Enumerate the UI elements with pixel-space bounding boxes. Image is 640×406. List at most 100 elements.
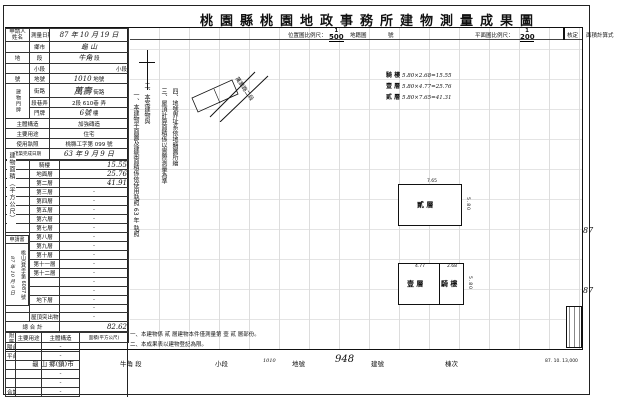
footer-lot: 1010: [263, 358, 276, 364]
plan-scale: 1 200: [520, 28, 535, 42]
subsection: 小段: [49, 63, 130, 74]
floor-row: 第二層 41.91: [5, 178, 129, 188]
floor-name: 騎樓: [29, 160, 60, 170]
calc-line-floor1: 壹 層 5.80×4.77=25.76: [386, 83, 452, 90]
total-label: 總 合 計: [5, 321, 60, 333]
floor1-plan: 壹 層 騎 樓 4.77 2.68 5.80: [398, 263, 472, 305]
area-side-label: 建物面積（平方公尺）: [7, 152, 16, 232]
floor-area: 25.76: [59, 169, 129, 179]
floor-area: 15.55: [59, 160, 129, 170]
floor-row: 第六層 -: [5, 214, 129, 224]
annex-table: 附屬建物主要用途主體構造面積(平方公尺) 陽台-平台----合計-: [5, 332, 129, 397]
applicant-label: 申請人姓名: [4, 28, 31, 42]
footer-section: 牛角 段: [120, 360, 142, 368]
floor-name: 第三層: [29, 187, 60, 197]
approval-stamp: [566, 306, 582, 348]
document-frame: [3, 5, 590, 395]
approve-label: 核定: [563, 28, 583, 40]
floor-area: -: [59, 250, 129, 260]
subsection-label: 小段: [29, 63, 51, 74]
number: 6號 樓: [49, 107, 130, 119]
township: 龜 山: [49, 41, 130, 53]
road-line: [209, 71, 256, 118]
north-arrow-icon: [147, 50, 148, 90]
cadastral-map-label: 地籍圖: [350, 33, 367, 39]
floor-name: 地下層: [29, 294, 60, 305]
drawing-header: 位置圖比例尺： 1 500 地籍圖 號 平面圖比例尺： 1 200 面積計算式: [130, 28, 614, 42]
floor-area: -: [59, 277, 129, 287]
floor-area: -: [59, 285, 129, 296]
floor-area: -: [59, 241, 129, 251]
total-area: 82.62: [59, 321, 129, 333]
floor2-plan: 貳 層 7.65 5.80: [398, 179, 470, 226]
floor-row: 屋頂突出物 -: [5, 312, 129, 323]
floor-row: 第三層 -: [5, 187, 129, 197]
structure-label: 主體構造: [4, 118, 51, 129]
arcade-width: 2.68: [447, 264, 458, 269]
north-arrow-crossbar: [139, 62, 155, 63]
annex-area: -: [41, 351, 80, 362]
document-title: 桃園縣桃園地政事務所建物測量成果圖: [200, 14, 541, 29]
annex-header-structure: 主體構造: [41, 332, 80, 344]
footer-unit-label: 棟次: [445, 360, 458, 368]
floor-area: -: [59, 196, 129, 206]
floor-area: -: [59, 268, 129, 278]
number-label: 門牌: [29, 107, 51, 119]
floor-row: 第五層 -: [5, 205, 129, 215]
area-calc-label: 面積計算式: [586, 33, 614, 39]
floor-name: 第四層: [29, 196, 60, 206]
floor-area: -: [59, 214, 129, 224]
lot-label: 號: [4, 73, 31, 84]
floor-area: -: [59, 312, 129, 323]
location-scale-label: 位置圖比例尺：: [288, 33, 327, 39]
footer-note-2: 二、本成果表以建物登記為限。: [130, 342, 208, 348]
completion: 63 年 9 月 9 日: [49, 148, 130, 160]
section: 牛角 段: [49, 52, 130, 64]
annex-row: 合計-: [5, 386, 129, 397]
application-ref: 桃山(登)字第 6087 號: [20, 250, 26, 300]
right-mark: 87: [583, 226, 594, 235]
lot-no: 1010 地號: [49, 73, 130, 84]
floor-area: -: [59, 294, 129, 305]
floor1-label: 壹 層: [407, 280, 424, 288]
lane-label: 段巷弄: [29, 97, 51, 108]
floor-area: -: [59, 223, 129, 233]
permit: 桃縣工字第 099 號: [49, 138, 130, 149]
floor-area: -: [59, 303, 129, 314]
township-label: 鄉市: [29, 41, 51, 53]
street-label: 街路: [29, 83, 51, 98]
drawing-grid: [130, 28, 582, 349]
note-3: 三、屋頂計算面積係以實際測量為準: [160, 88, 167, 184]
street: 萬壽 街路: [49, 83, 130, 98]
annex-row: 平台-: [5, 351, 129, 362]
lot-divider: [213, 88, 221, 104]
footer-note-1: 一、本建物係 貳 層建物本件僅測量第 壹 貳 層部份。: [130, 332, 260, 338]
floor-name: 地面層: [29, 169, 60, 179]
floor-row: 地面層 25.76: [5, 169, 129, 179]
floor-name: [29, 285, 60, 296]
floor1-width: 4.77: [415, 264, 426, 269]
annex-header-use: 主要用途: [15, 332, 42, 344]
floor-name: 屋頂突出物: [29, 312, 60, 323]
floor2-label: 貳 層: [417, 201, 434, 209]
floor-area: -: [59, 232, 129, 242]
floor1-divider: [439, 264, 440, 304]
floor-area: -: [59, 259, 129, 269]
location-sketch: [191, 71, 269, 122]
footer-lot-label: 地號: [292, 360, 305, 368]
floor2-width: 7.65: [427, 179, 438, 184]
application-box: 申請書 87 年 10 月 9 日 桃山(登)字第 6087 號: [5, 235, 29, 306]
note-1: 一、本建物平面圖及建築面積係依使用執照 63 年 執照: [132, 92, 139, 238]
footer-strip: 龜 山 鄉(鎮)市 牛角 段 小段 1010 地號 948 建號 棟次 87. …: [5, 350, 583, 395]
floor-area: -: [59, 187, 129, 197]
floor-name: 第十層: [29, 250, 60, 260]
floor2-depth: 5.80: [465, 197, 470, 212]
floor-name: [29, 277, 60, 287]
footer-building-label: 建號: [371, 360, 384, 368]
use: 住宅: [49, 128, 130, 139]
application-label: 申請書: [6, 236, 28, 244]
right-mark: 87: [583, 286, 594, 295]
floor-row: 第七層 -: [5, 223, 129, 233]
application-date: 87 年 10 月 9 日: [9, 255, 15, 295]
floor-name: 第九層: [29, 241, 60, 251]
